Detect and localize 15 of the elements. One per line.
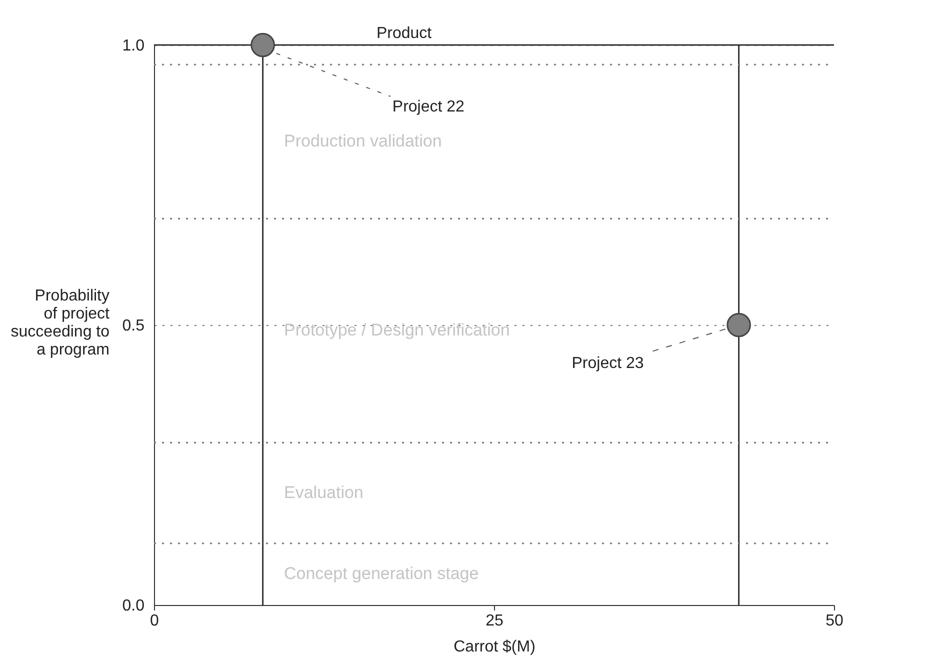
- y-axis-title: Probability of project succeeding to a program: [10, 288, 110, 358]
- y-tick-label: 0.5: [122, 318, 145, 334]
- x-tick-label: 25: [486, 612, 504, 630]
- annotation: Evaluation: [284, 483, 364, 502]
- x-tick-label: 50: [826, 612, 844, 630]
- annotation: Concept generation stage: [284, 564, 479, 584]
- y-tick-label: 1.0: [122, 38, 145, 54]
- annotation: Project 22: [392, 98, 465, 116]
- annotation: Prototype / Design verification: [284, 320, 510, 340]
- annotation: Production validation: [284, 132, 442, 151]
- y-tick-label: 0.0: [122, 598, 145, 614]
- annotation: Project 23: [572, 355, 644, 372]
- x-axis-title: Carrot $(M): [454, 638, 536, 656]
- x-tick-label: 0: [150, 612, 160, 630]
- ref-line-label: Product: [376, 25, 432, 42]
